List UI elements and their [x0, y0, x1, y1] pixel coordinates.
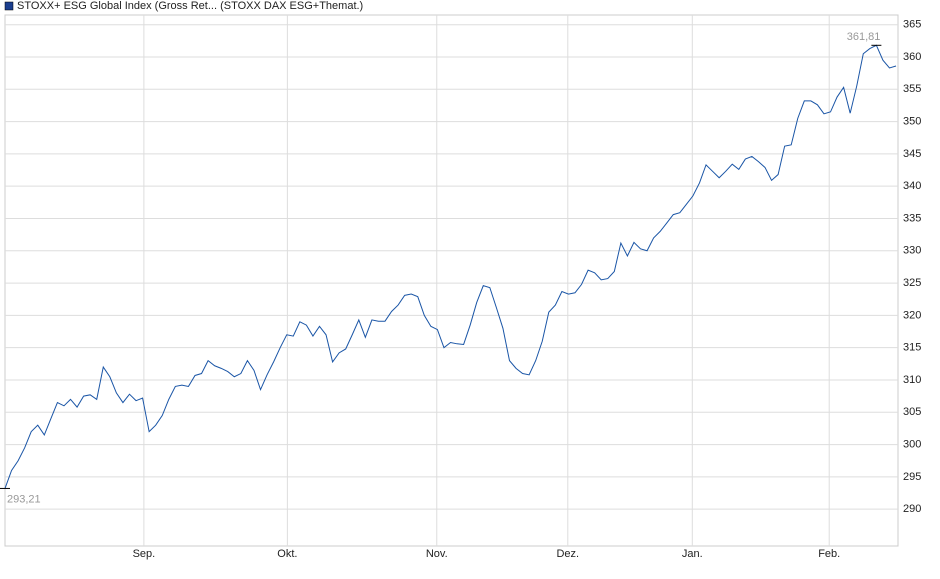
y-tick-label: 340	[903, 180, 921, 192]
legend-label: STOXX+ ESG Global Index (Gross Ret... (S…	[17, 0, 363, 12]
y-tick-label: 350	[903, 115, 921, 127]
y-tick-label: 290	[903, 503, 921, 515]
y-tick-label: 330	[903, 245, 921, 257]
annotation-label: 293,21	[7, 493, 41, 505]
plot-area	[4, 14, 899, 547]
y-tick-label: 315	[903, 342, 921, 354]
y-tick-label: 355	[903, 83, 921, 95]
legend-swatch	[4, 1, 14, 11]
annotation-label: 361,81	[847, 31, 881, 43]
x-tick-label: Feb.	[818, 548, 840, 560]
y-tick-label: 310	[903, 374, 921, 386]
data-line	[4, 44, 897, 489]
x-tick-label: Nov.	[426, 548, 448, 560]
x-tick-label: Sep.	[133, 548, 156, 560]
y-tick-label: 365	[903, 19, 921, 31]
y-tick-label: 295	[903, 471, 921, 483]
y-tick-label: 335	[903, 212, 921, 224]
y-tick-label: 305	[903, 406, 921, 418]
y-tick-label: 360	[903, 51, 921, 63]
y-tick-label: 320	[903, 309, 921, 321]
x-tick-label: Dez.	[556, 548, 579, 560]
x-tick-label: Jan.	[682, 548, 703, 560]
y-tick-label: 325	[903, 277, 921, 289]
x-tick-label: Okt.	[277, 548, 297, 560]
y-tick-label: 300	[903, 438, 921, 450]
y-tick-label: 345	[903, 148, 921, 160]
